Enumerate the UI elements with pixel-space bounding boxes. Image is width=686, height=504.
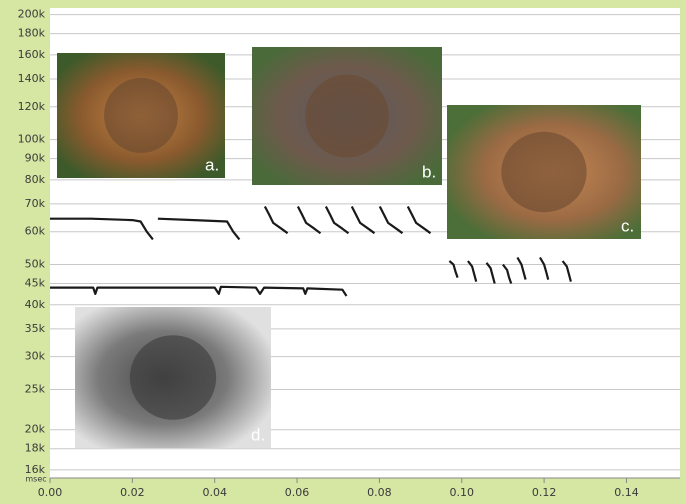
photo-label: a. <box>205 155 219 174</box>
y-tick-label: 140k <box>18 72 46 85</box>
y-tick-label: 30k <box>25 350 46 363</box>
x-tick-label: 0.06 <box>285 486 310 499</box>
call-trace <box>448 256 572 284</box>
x-tick-label: 0.14 <box>614 486 639 499</box>
x-tick-label: 0.00 <box>38 486 63 499</box>
x-axis-label: msec <box>25 475 46 484</box>
call-trace <box>50 285 348 297</box>
y-tick-label: 180k <box>18 27 46 40</box>
bat-head <box>129 335 217 420</box>
y-tick-label: 40k <box>25 298 46 311</box>
bat-head <box>104 78 178 153</box>
call-trace <box>50 217 241 241</box>
y-tick-label: 18k <box>25 442 46 455</box>
photo-label: b. <box>422 162 436 181</box>
x-tick-label: 0.10 <box>450 486 475 499</box>
y-tick-label: 100k <box>18 133 46 146</box>
x-tick-label: 0.04 <box>202 486 227 499</box>
bat-head <box>305 74 389 158</box>
photo-label: c. <box>621 216 634 235</box>
bat-head <box>501 131 587 213</box>
x-tick-label: 0.08 <box>367 486 392 499</box>
y-tick-label: 120k <box>18 100 46 113</box>
y-tick-label: 160k <box>18 48 46 61</box>
photo-label: d. <box>251 425 265 444</box>
x-tick-label: 0.12 <box>532 486 557 499</box>
y-tick-label: 35k <box>25 322 46 335</box>
y-tick-label: 90k <box>25 152 46 165</box>
y-tick-label: 200k <box>18 8 46 21</box>
y-tick-label: 70k <box>25 197 46 210</box>
call-trace <box>263 205 432 235</box>
y-tick-label: 45k <box>25 277 46 290</box>
y-tick-label: 60k <box>25 225 46 238</box>
y-tick-label: 80k <box>25 173 46 186</box>
y-tick-label: 50k <box>25 258 46 271</box>
y-tick-label: 16k <box>25 463 46 476</box>
x-tick-label: 0.02 <box>120 486 145 499</box>
y-tick-label: 20k <box>25 423 46 436</box>
y-tick-label: 25k <box>25 382 46 395</box>
